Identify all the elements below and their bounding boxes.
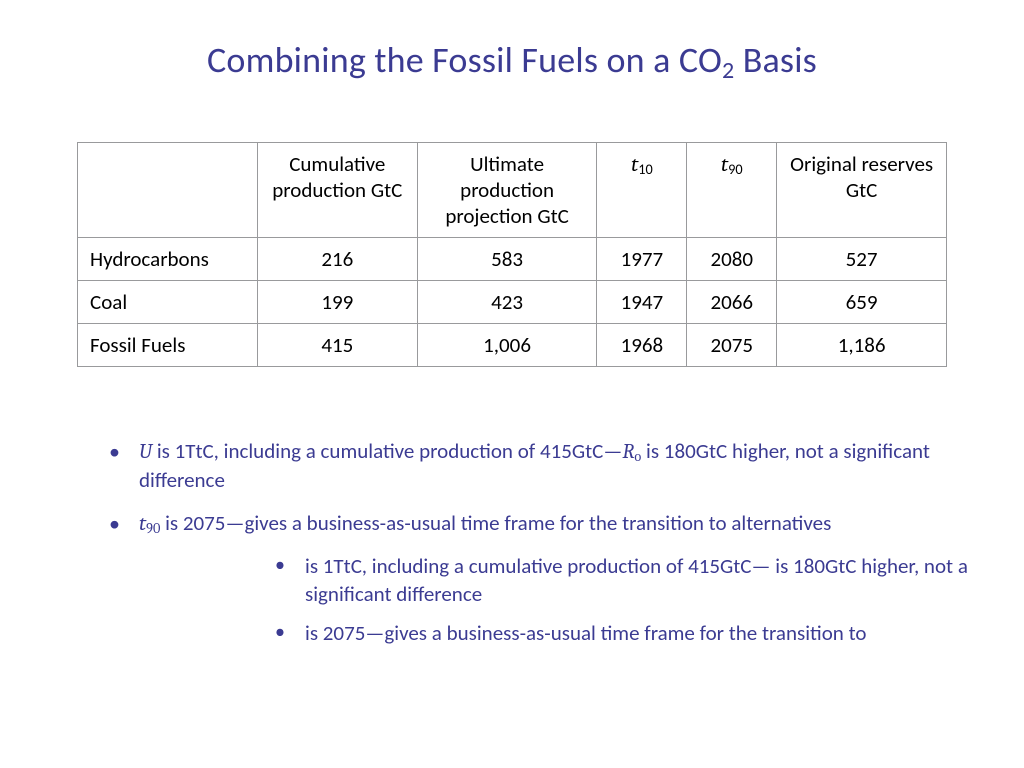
title-post: Basis [734, 38, 817, 82]
sub-bullet-2: is 2075—gives a business-as-usual time f… [269, 619, 974, 647]
var-t90: t90 [139, 512, 160, 536]
table-header-row: Cumulative production GtC Ultimate produ… [78, 143, 947, 238]
cell: 2075 [687, 324, 777, 367]
var-U: U [139, 440, 152, 464]
table-row: Hydrocarbons 216 583 1977 2080 527 [78, 238, 947, 281]
table-row: Fossil Fuels 415 1,006 1968 2075 1,186 [78, 324, 947, 367]
cell: 423 [417, 281, 597, 324]
col-reserves: Original reserves GtC [777, 143, 947, 238]
bullet-2-text: is 2075—gives a business-as-usual time f… [160, 510, 831, 536]
title-pre: Combining the Fossil Fuels on a CO [207, 38, 722, 82]
sub-bullet-1: is 1TtC, including a cumulative producti… [269, 552, 974, 609]
var-Ro: Ro [622, 440, 641, 464]
col-t10: t10 [597, 143, 687, 238]
cell: 216 [257, 238, 417, 281]
cell: 1947 [597, 281, 687, 324]
bullet-1: U is 1TtC, including a cumulative produc… [105, 437, 974, 495]
bullet-1-part1: is 1TtC, including a cumulative producti… [152, 438, 622, 464]
table-row: Coal 199 423 1947 2066 659 [78, 281, 947, 324]
cell: 199 [257, 281, 417, 324]
col-blank [78, 143, 258, 238]
col-cumulative: Cumulative production GtC [257, 143, 417, 238]
col-ultimate: Ultimate production projection GtC [417, 143, 597, 238]
fossil-fuels-table: Cumulative production GtC Ultimate produ… [77, 142, 947, 367]
cell: 1,006 [417, 324, 597, 367]
cell: 1,186 [777, 324, 947, 367]
slide: Combining the Fossil Fuels on a CO2 Basi… [0, 0, 1024, 768]
row-label: Hydrocarbons [78, 238, 258, 281]
cell: 527 [777, 238, 947, 281]
cell: 583 [417, 238, 597, 281]
cell: 2066 [687, 281, 777, 324]
cell: 2080 [687, 238, 777, 281]
cell: 1968 [597, 324, 687, 367]
cell: 659 [777, 281, 947, 324]
bullet-2: t90 is 2075—gives a business-as-usual ti… [105, 509, 974, 647]
col-t90: t90 [687, 143, 777, 238]
sub-bullet-list: is 1TtC, including a cumulative producti… [269, 552, 974, 647]
bullet-list: U is 1TtC, including a cumulative produc… [105, 437, 974, 647]
row-label: Coal [78, 281, 258, 324]
title-sub: 2 [722, 56, 734, 85]
page-title: Combining the Fossil Fuels on a CO2 Basi… [50, 38, 974, 82]
cell: 1977 [597, 238, 687, 281]
cell: 415 [257, 324, 417, 367]
row-label: Fossil Fuels [78, 324, 258, 367]
